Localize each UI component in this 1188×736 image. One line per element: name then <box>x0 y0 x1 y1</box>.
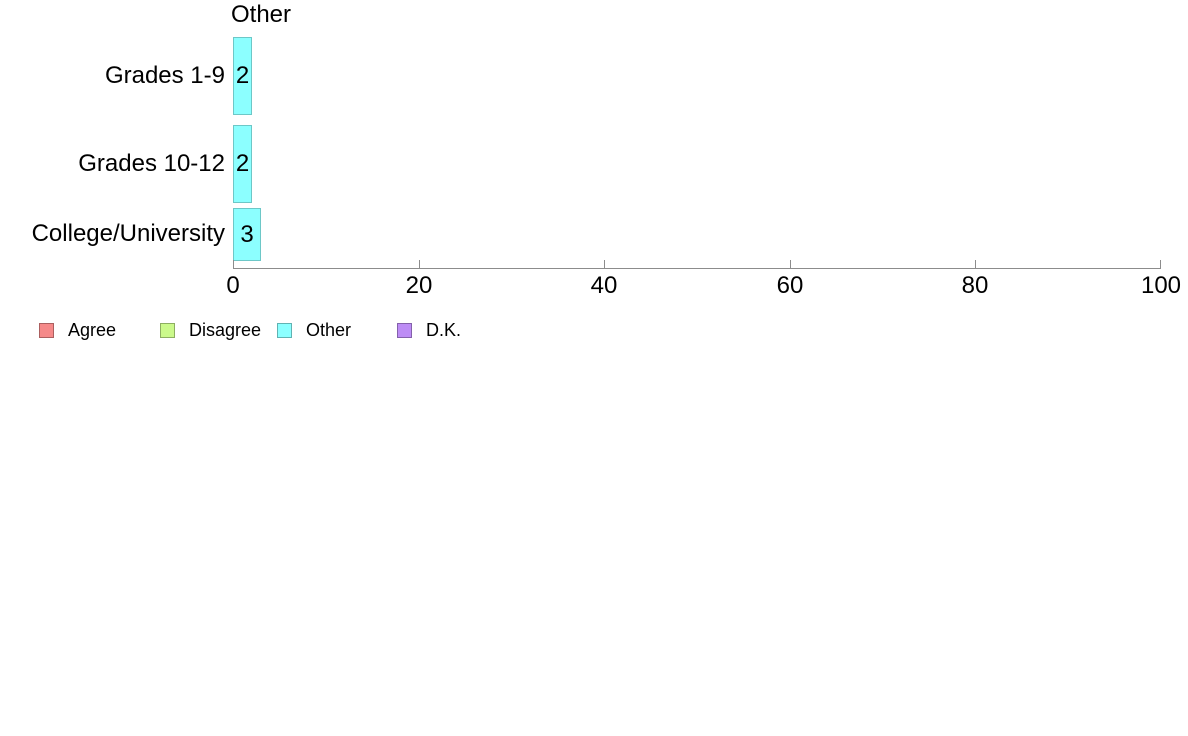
legend-swatch-agree <box>39 323 54 338</box>
x-axis-tick-label: 100 <box>1140 272 1182 299</box>
legend-label-dk: D.K. <box>426 320 462 340</box>
category-label-grades-1-9: Grades 1-9 <box>104 62 225 89</box>
bar-value-label: 3 <box>240 220 254 248</box>
x-axis-tick-label: 40 <box>590 272 618 299</box>
bar-college-university: 3 <box>233 208 261 261</box>
legend-item-dk: D.K. <box>397 321 461 340</box>
x-axis-tick <box>233 260 234 268</box>
legend-swatch-other <box>277 323 292 338</box>
x-axis-tick <box>1160 260 1161 268</box>
x-axis-tick <box>604 260 605 268</box>
legend-swatch-dk <box>397 323 412 338</box>
legend-swatch-disagree <box>160 323 175 338</box>
legend-label-agree: Agree <box>68 320 117 340</box>
legend-item-agree: Agree <box>39 321 116 340</box>
legend-item-disagree: Disagree <box>160 321 261 340</box>
chart-title: Other <box>231 1 292 28</box>
x-axis-tick <box>975 260 976 268</box>
bar-value-label: 2 <box>235 62 250 89</box>
category-label-grades-10-12: Grades 10-12 <box>78 150 225 177</box>
legend-label-other: Other <box>306 320 352 340</box>
bar-grades-1-9: 2 <box>233 37 252 115</box>
x-axis-tick-label: 60 <box>776 272 804 299</box>
x-axis-tick <box>790 260 791 268</box>
bar-value-label: 2 <box>235 150 250 177</box>
x-axis-line <box>233 268 1161 269</box>
legend-label-disagree: Disagree <box>189 320 262 340</box>
legend-item-other: Other <box>277 321 351 340</box>
category-label-college-university: College/University <box>31 220 225 247</box>
x-axis-tick-label: 0 <box>226 272 240 299</box>
x-axis-tick-label: 80 <box>961 272 989 299</box>
bar-grades-10-12: 2 <box>233 125 252 203</box>
x-axis-tick-label: 20 <box>405 272 433 299</box>
x-axis-tick <box>419 260 420 268</box>
